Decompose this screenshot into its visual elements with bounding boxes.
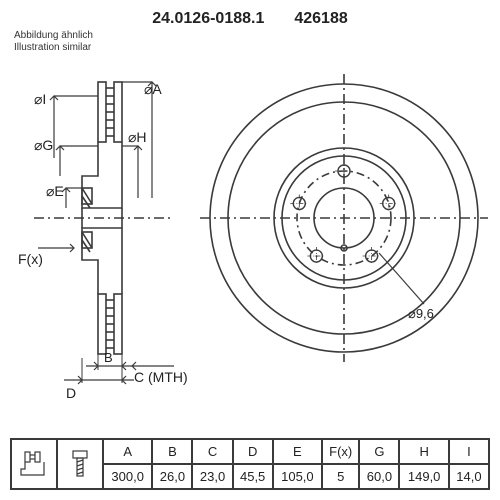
col-H: H	[399, 439, 448, 464]
col-E: E	[273, 439, 322, 464]
spec-table-container: A B C D E F(x) G H I 300,0 26,0 23,0 45,…	[10, 438, 490, 490]
col-D: D	[233, 439, 273, 464]
short-code: 426188	[294, 10, 347, 28]
col-F: F(x)	[322, 439, 359, 464]
val-E: 105,0	[273, 464, 322, 489]
label-E: ⌀E	[46, 183, 64, 199]
val-H: 149,0	[399, 464, 448, 489]
label-F: F(x)	[18, 251, 43, 267]
disc-icon-cell	[11, 439, 57, 489]
spec-table: A B C D E F(x) G H I 300,0 26,0 23,0 45,…	[10, 438, 490, 490]
val-F: 5	[322, 464, 359, 489]
label-B: B	[104, 350, 113, 365]
val-I: 14,0	[449, 464, 489, 489]
header-row: A B C D E F(x) G H I	[11, 439, 489, 464]
val-A: 300,0	[103, 464, 152, 489]
label-I: ⌀I	[34, 91, 46, 107]
val-D: 45,5	[233, 464, 273, 489]
val-B: 26,0	[152, 464, 192, 489]
val-C: 23,0	[192, 464, 232, 489]
technical-drawing: ⌀I ⌀G ⌀E ⌀H ⌀A F(x) D B C (MTH) ⌀9,6	[4, 38, 496, 418]
label-D: D	[66, 385, 76, 401]
col-A: A	[103, 439, 152, 464]
bolt-icon	[68, 447, 92, 481]
bolt-icon-cell	[57, 439, 103, 489]
col-I: I	[449, 439, 489, 464]
col-B: B	[152, 439, 192, 464]
label-G: ⌀G	[34, 137, 53, 153]
disc-section-icon	[17, 447, 51, 481]
label-A: ⌀A	[144, 81, 162, 97]
label-C: C (MTH)	[134, 369, 188, 385]
label-H: ⌀H	[128, 129, 147, 145]
val-G: 60,0	[359, 464, 399, 489]
part-number: 24.0126-0188.1	[152, 10, 264, 28]
col-C: C	[192, 439, 232, 464]
label-hole: ⌀9,6	[408, 306, 434, 321]
col-G: G	[359, 439, 399, 464]
